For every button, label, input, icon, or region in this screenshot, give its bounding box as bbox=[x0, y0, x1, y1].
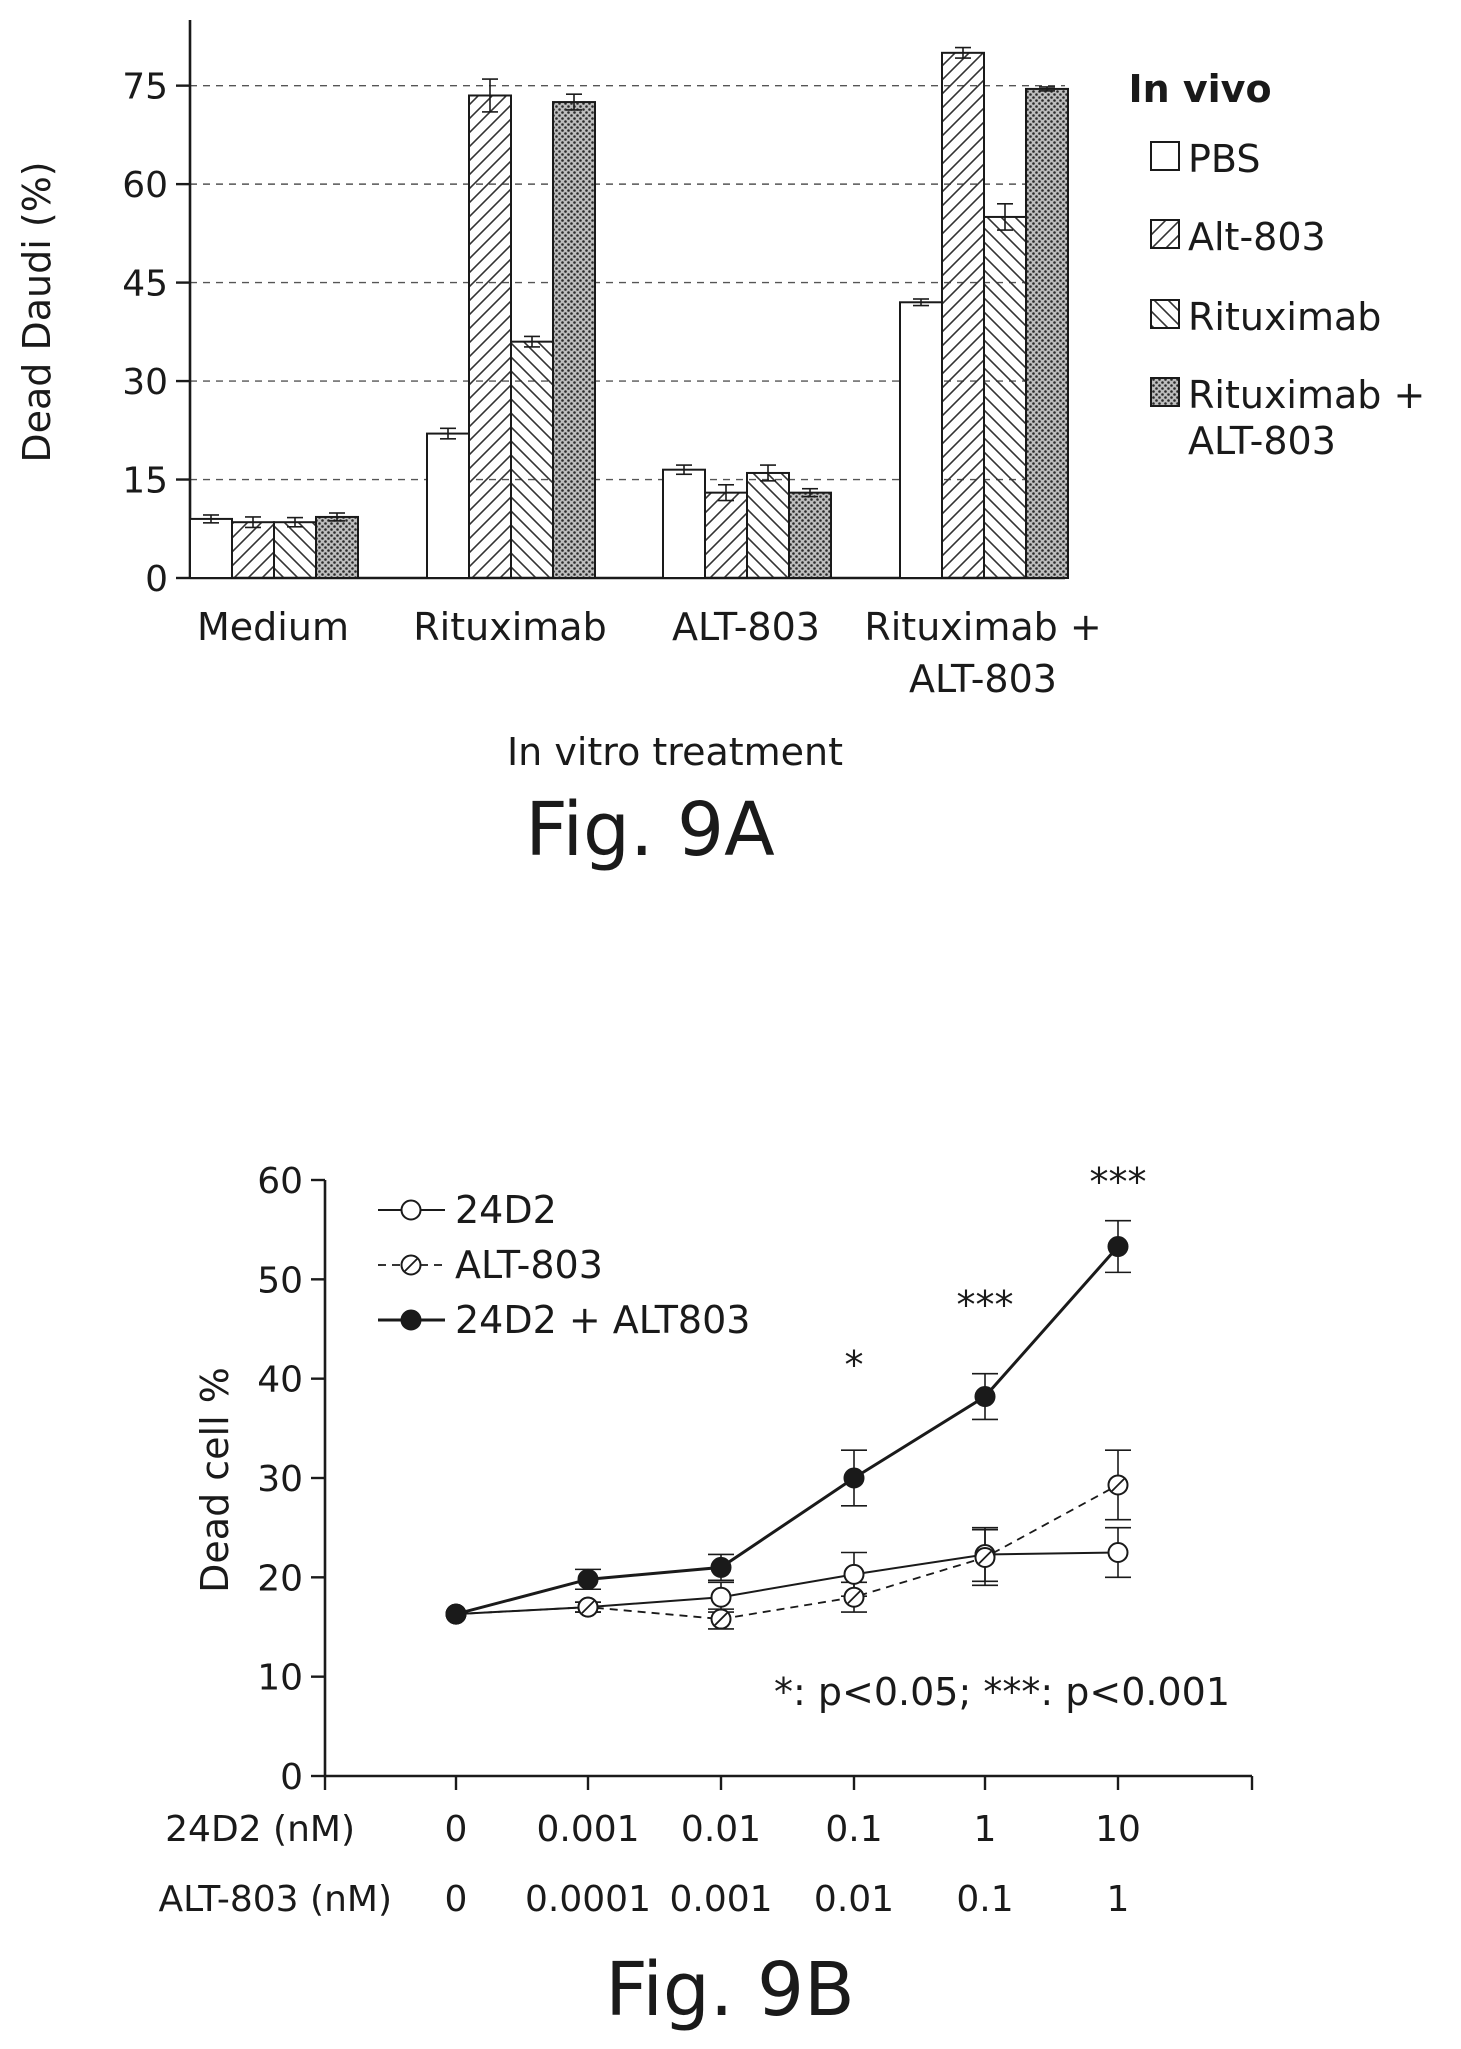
y-tick-label: 30 bbox=[257, 1459, 303, 1500]
y-tick-label: 30 bbox=[122, 362, 168, 403]
x-row-label: ALT-803 (nM) bbox=[158, 1879, 392, 1920]
y-tick-label: 75 bbox=[122, 67, 168, 108]
x-tick-label: 10 bbox=[1095, 1809, 1141, 1850]
significance-marker: * bbox=[845, 1343, 864, 1387]
x-tick-label: 0.1 bbox=[956, 1879, 1013, 1920]
legend-label: ALT-803 bbox=[1188, 419, 1336, 463]
bar bbox=[273, 521, 317, 580]
x-tick-label: 0.0001 bbox=[525, 1879, 651, 1920]
legend-title: In vivo bbox=[1128, 67, 1271, 111]
x-tick-label: 0.01 bbox=[681, 1809, 761, 1850]
significance-marker: *** bbox=[957, 1283, 1014, 1327]
y-axis-label: Dead cell % bbox=[193, 1367, 237, 1593]
data-point bbox=[843, 1467, 865, 1489]
bar bbox=[189, 517, 233, 580]
p-value-note: *: p<0.05; ***: p<0.001 bbox=[774, 1670, 1230, 1714]
data-point-slash bbox=[978, 1550, 992, 1565]
x-tick-label: 0.01 bbox=[814, 1879, 894, 1920]
bar bbox=[788, 491, 832, 579]
y-tick-label: 60 bbox=[257, 1161, 303, 1202]
x-tick-label: 0.001 bbox=[669, 1879, 772, 1920]
bar bbox=[704, 491, 748, 579]
series-line bbox=[455, 1551, 1119, 1616]
x-tick-label: 0 bbox=[445, 1809, 468, 1850]
y-tick-label: 0 bbox=[145, 559, 168, 600]
bar bbox=[468, 94, 512, 580]
data-point-slash bbox=[1111, 1478, 1125, 1492]
bar bbox=[231, 521, 275, 580]
data-point bbox=[400, 1309, 422, 1331]
y-tick-label: 20 bbox=[257, 1558, 303, 1599]
x-tick-label: 0.1 bbox=[825, 1809, 882, 1850]
bar bbox=[746, 471, 790, 579]
y-tick-label: 60 bbox=[122, 165, 168, 206]
figure-label: Fig. 9B bbox=[605, 1947, 855, 2033]
bar bbox=[662, 468, 706, 579]
y-tick-label: 10 bbox=[257, 1658, 303, 1699]
y-tick-label: 15 bbox=[122, 461, 168, 502]
x-tick-label: ALT-803 bbox=[909, 657, 1057, 701]
bar bbox=[899, 301, 943, 579]
figure-label: Fig. 9A bbox=[525, 787, 775, 873]
bar bbox=[315, 515, 359, 580]
data-point bbox=[710, 1556, 732, 1578]
data-point bbox=[843, 1563, 865, 1585]
data-point bbox=[577, 1568, 599, 1590]
series-line bbox=[455, 1245, 1120, 1616]
legend-swatch bbox=[1150, 141, 1180, 171]
bar bbox=[426, 432, 470, 579]
x-tick-label: Rituximab bbox=[413, 605, 606, 649]
bar bbox=[1025, 87, 1069, 579]
data-point bbox=[710, 1586, 732, 1608]
legend-label: PBS bbox=[1188, 137, 1260, 181]
data-point-slash bbox=[404, 1258, 418, 1272]
bar bbox=[983, 215, 1027, 580]
data-point bbox=[445, 1603, 467, 1625]
y-tick-label: 40 bbox=[257, 1360, 303, 1401]
x-tick-label: Medium bbox=[197, 605, 349, 649]
y-tick-label: 45 bbox=[122, 264, 168, 305]
y-tick-label: 50 bbox=[257, 1260, 303, 1301]
x-tick-label: 0 bbox=[445, 1879, 468, 1920]
bar bbox=[510, 340, 554, 579]
x-tick-label: Rituximab + bbox=[864, 605, 1101, 649]
x-tick-label: 0.001 bbox=[536, 1809, 639, 1850]
data-point-slash bbox=[581, 1600, 595, 1614]
data-point bbox=[1107, 1542, 1129, 1563]
data-point-slash bbox=[714, 1612, 728, 1626]
legend-label: Rituximab + bbox=[1188, 373, 1425, 417]
legend-swatch bbox=[1150, 299, 1180, 329]
legend-swatch bbox=[1150, 219, 1180, 249]
data-point-slash bbox=[847, 1590, 861, 1604]
legend-label: Alt-803 bbox=[1188, 215, 1326, 259]
x-tick-label: 1 bbox=[974, 1809, 997, 1850]
x-tick-label: ALT-803 bbox=[672, 605, 820, 649]
data-point bbox=[1107, 1236, 1129, 1258]
data-point bbox=[974, 1386, 996, 1408]
legend-label: Rituximab bbox=[1188, 295, 1381, 339]
legend-swatch bbox=[1150, 377, 1180, 407]
series-line bbox=[455, 1484, 1119, 1620]
legend-label: 24D2 + ALT803 bbox=[455, 1298, 750, 1342]
bar bbox=[941, 51, 985, 579]
x-row-label: 24D2 (nM) bbox=[165, 1809, 355, 1850]
y-axis-label: Dead Daudi (%) bbox=[15, 161, 59, 462]
legend-label: 24D2 bbox=[455, 1188, 557, 1232]
legend-label: ALT-803 bbox=[455, 1243, 603, 1287]
bar bbox=[552, 101, 596, 579]
significance-marker: *** bbox=[1090, 1160, 1147, 1204]
y-tick-label: 0 bbox=[280, 1757, 303, 1798]
x-tick-label: 1 bbox=[1107, 1879, 1130, 1920]
data-point bbox=[400, 1199, 422, 1221]
x-axis-label: In vitro treatment bbox=[507, 730, 843, 774]
